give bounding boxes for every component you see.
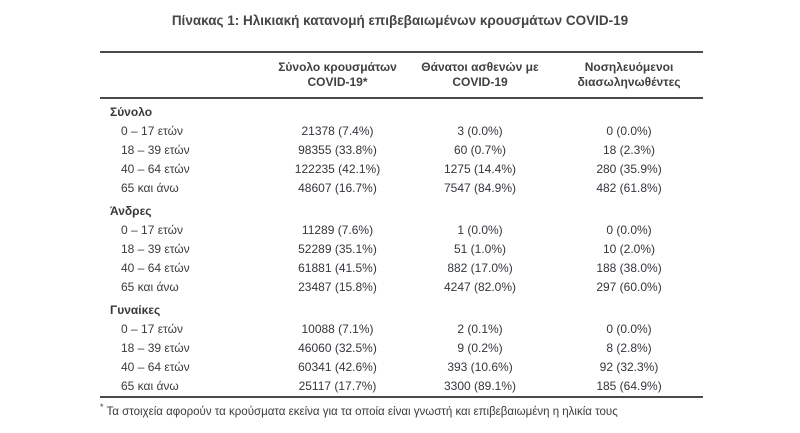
intubated-value: 297 (60.0%) <box>596 280 662 294</box>
cases-value: 122235 (42.1%) <box>294 162 381 176</box>
footnote-asterisk: * <box>100 402 104 412</box>
cases-value: 11289 (7.6%) <box>301 223 374 237</box>
cases-value: 48607 (16.7%) <box>298 181 377 195</box>
column-header-deaths-line1: Θάνατοι ασθενών με <box>421 60 539 74</box>
section-label-total: Σύνολο <box>110 105 153 119</box>
table-row: 40 – 64 ετών 60341 (42.6%) 393 (10.6%) 9… <box>100 358 703 377</box>
column-header-total-cases: Σύνολο κρουσμάτων COVID-19* <box>270 60 405 90</box>
table-row: 18 – 39 ετών 46060 (32.5%) 9 (0.2%) 8 (2… <box>100 339 703 358</box>
intubated-value: 185 (64.9%) <box>596 379 662 393</box>
deaths-value: 2 (0.1%) <box>457 322 503 336</box>
cases-value: 21378 (7.4%) <box>301 124 374 138</box>
intubated-value: 0 (0.0%) <box>606 124 652 138</box>
intubated-value: 10 (2.0%) <box>602 242 656 256</box>
section-label-women: Γυναίκες <box>110 303 161 317</box>
deaths-value: 882 (17.0%) <box>447 261 513 275</box>
deaths-value: 7547 (84.9%) <box>443 181 517 195</box>
covid-age-distribution-table: Σύνολο κρουσμάτων COVID-19* Θάνατοι ασθε… <box>100 51 703 398</box>
table-row: 0 – 17 ετών 10088 (7.1%) 2 (0.1%) 0 (0.0… <box>100 320 703 339</box>
deaths-value: 3300 (89.1%) <box>443 379 517 393</box>
age-label: 0 – 17 ετών <box>121 223 183 237</box>
deaths-value: 4247 (82.0%) <box>443 280 517 294</box>
age-label: 18 – 39 ετών <box>121 143 190 157</box>
age-label: 65 και άνω <box>121 280 179 294</box>
cases-value: 25117 (17.7%) <box>298 379 377 393</box>
intubated-value: 8 (2.8%) <box>606 341 652 355</box>
age-label: 40 – 64 ετών <box>121 360 190 374</box>
cases-value: 52289 (35.1%) <box>298 242 377 256</box>
age-label: 18 – 39 ετών <box>121 341 190 355</box>
table-body: Σύνολο 0 – 17 ετών 21378 (7.4%) 3 (0.0%)… <box>100 99 703 398</box>
cases-value: 23487 (15.8%) <box>298 280 377 294</box>
intubated-value: 18 (2.3%) <box>602 143 656 157</box>
cases-value: 60341 (42.6%) <box>298 360 377 374</box>
deaths-value: 60 (0.7%) <box>453 143 507 157</box>
deaths-value: 1 (0.0%) <box>457 223 503 237</box>
intubated-value: 482 (61.8%) <box>596 181 662 195</box>
deaths-value: 1275 (14.4%) <box>443 162 517 176</box>
table-row: 40 – 64 ετών 122235 (42.1%) 1275 (14.4%)… <box>100 160 703 179</box>
deaths-value: 3 (0.0%) <box>457 124 503 138</box>
deaths-value: 393 (10.6%) <box>447 360 513 374</box>
cases-value: 46060 (32.5%) <box>298 341 377 355</box>
column-header-deaths-line2: COVID-19 <box>452 75 508 89</box>
age-label: 40 – 64 ετών <box>121 162 190 176</box>
table-header-row: Σύνολο κρουσμάτων COVID-19* Θάνατοι ασθε… <box>100 51 703 99</box>
page-title: Πίνακας 1: Ηλικιακή κατανομή επιβεβαιωμέ… <box>171 13 629 28</box>
column-header-intubated: Νοσηλευόμενοι διασωληνωθέντες <box>555 60 703 90</box>
column-header-intubated-line1: Νοσηλευόμενοι <box>584 60 674 74</box>
table-row: 65 και άνω 25117 (17.7%) 3300 (89.1%) 18… <box>100 377 703 396</box>
intubated-value: 92 (32.3%) <box>599 360 659 374</box>
age-label: 65 και άνω <box>121 181 179 195</box>
age-label: 0 – 17 ετών <box>121 322 183 336</box>
age-label: 65 και άνω <box>121 379 179 393</box>
age-label: 0 – 17 ετών <box>121 124 183 138</box>
footnote-text: Τα στοιχεία αφορούν τα κρούσματα εκείνα … <box>106 405 618 418</box>
table-row: 40 – 64 ετών 61881 (41.5%) 882 (17.0%) 1… <box>100 259 703 278</box>
age-label: 40 – 64 ετών <box>121 261 190 275</box>
cases-value: 61881 (41.5%) <box>298 261 377 275</box>
table-row: 65 και άνω 48607 (16.7%) 7547 (84.9%) 48… <box>100 179 703 198</box>
table-row: 18 – 39 ετών 52289 (35.1%) 51 (1.0%) 10 … <box>100 240 703 259</box>
age-label: 18 – 39 ετών <box>121 242 190 256</box>
table-row: 0 – 17 ετών 11289 (7.6%) 1 (0.0%) 0 (0.0… <box>100 221 703 240</box>
cases-value: 10088 (7.1%) <box>301 322 374 336</box>
cases-value: 98355 (33.8%) <box>298 143 377 157</box>
deaths-value: 51 (1.0%) <box>453 242 507 256</box>
table-row: 18 – 39 ετών 98355 (33.8%) 60 (0.7%) 18 … <box>100 141 703 160</box>
column-header-total-cases-line1: Σύνολο κρουσμάτων <box>278 60 397 74</box>
section-label-men: Άνδρες <box>110 204 152 218</box>
intubated-value: 0 (0.0%) <box>606 322 652 336</box>
column-header-deaths: Θάνατοι ασθενών με COVID-19 <box>405 60 555 90</box>
table-row: 0 – 17 ετών 21378 (7.4%) 3 (0.0%) 0 (0.0… <box>100 122 703 141</box>
column-header-total-cases-line2: COVID-19* <box>307 75 368 89</box>
deaths-value: 9 (0.2%) <box>457 341 503 355</box>
intubated-value: 188 (38.0%) <box>596 261 662 275</box>
column-header-intubated-line2: διασωληνωθέντες <box>577 75 681 89</box>
intubated-value: 0 (0.0%) <box>606 223 652 237</box>
intubated-value: 280 (35.9%) <box>596 162 662 176</box>
footnote: * Τα στοιχεία αφορούν τα κρούσματα εκείνα… <box>100 402 720 418</box>
table-row: 65 και άνω 23487 (15.8%) 4247 (82.0%) 29… <box>100 278 703 297</box>
